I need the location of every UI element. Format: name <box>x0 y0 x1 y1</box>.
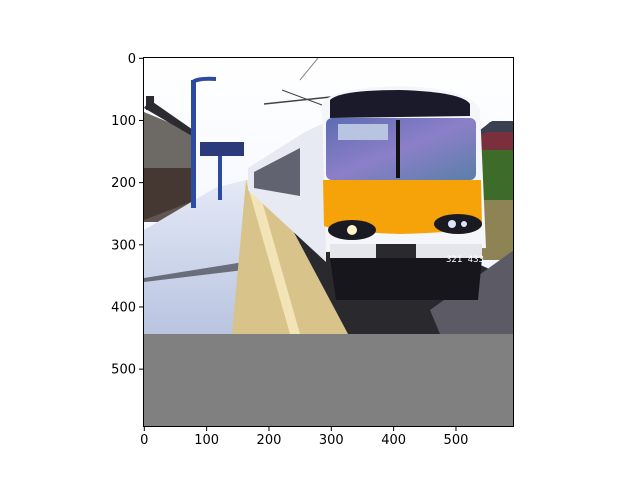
lamp-head <box>191 76 217 84</box>
train-number: 321 433 <box>446 255 484 265</box>
headlight-right-lamp-2 <box>461 221 467 227</box>
sign-post <box>218 142 222 200</box>
platform-edge-line <box>246 180 300 334</box>
y-tick-label: 100 <box>111 114 136 129</box>
x-tick-label: 100 <box>194 433 219 448</box>
train-front-top <box>330 90 470 118</box>
overhead-wire <box>263 95 341 105</box>
overhead-wire-2 <box>281 89 331 109</box>
photo: 321 433 <box>144 58 514 334</box>
x-tick-label: 400 <box>381 433 406 448</box>
x-tick-label: 0 <box>140 433 148 448</box>
headlight-left-lamp <box>347 225 357 235</box>
train-side-windows <box>254 148 300 196</box>
y-tick-label: 400 <box>111 300 136 315</box>
undercarriage <box>330 258 482 300</box>
headcode-panel <box>338 124 388 140</box>
y-tick-label: 300 <box>111 238 136 253</box>
headlight-right <box>434 214 482 234</box>
platform-shadow <box>144 262 244 282</box>
x-axis: 0 100 200 300 400 500 <box>140 427 468 448</box>
padding-region <box>144 334 514 427</box>
x-tick-label: 300 <box>319 433 344 448</box>
roof-right <box>472 121 514 136</box>
y-axis: 0 100 200 300 400 500 <box>111 52 143 378</box>
y-tick-label: 0 <box>128 52 136 67</box>
station-roof <box>144 100 196 136</box>
chimney <box>146 96 154 110</box>
y-tick-label: 500 <box>111 363 136 378</box>
sign-board <box>200 142 244 156</box>
y-tick-label: 200 <box>111 176 136 191</box>
platform <box>144 180 246 334</box>
axes-frame <box>143 57 514 427</box>
x-tick-label: 500 <box>444 433 469 448</box>
coupler <box>376 244 416 260</box>
pantograph-line <box>299 58 319 81</box>
headlight-right-lamp <box>448 220 456 228</box>
x-tick-label: 200 <box>257 433 282 448</box>
lamp-post <box>191 80 196 208</box>
